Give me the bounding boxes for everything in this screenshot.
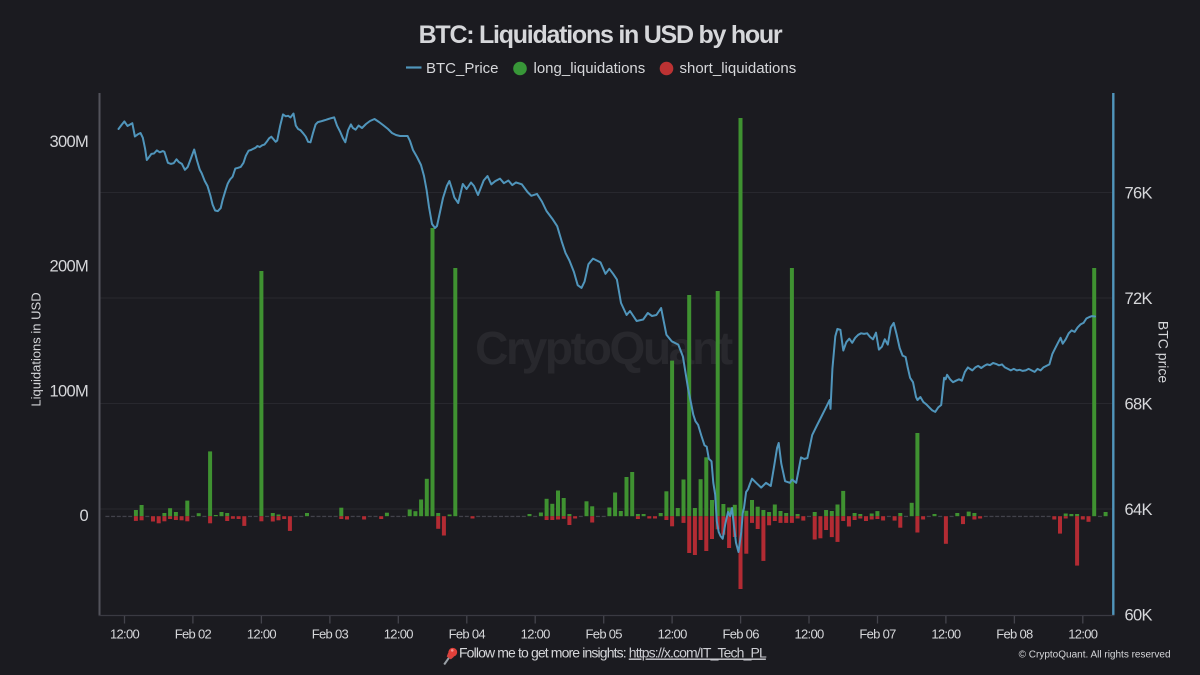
svg-text:72K: 72K [1125, 290, 1153, 308]
svg-text:12:00: 12:00 [1068, 626, 1098, 641]
svg-text:12:00: 12:00 [794, 626, 824, 641]
svg-text:300M: 300M [50, 133, 88, 151]
svg-text:Liquidations in USD: Liquidations in USD [29, 292, 44, 406]
svg-text:short_liquidations: short_liquidations [680, 60, 797, 77]
svg-text:© CryptoQuant. All rights rese: © CryptoQuant. All rights reserved [1019, 650, 1171, 661]
svg-text:12:00: 12:00 [521, 626, 551, 641]
svg-text:100M: 100M [50, 382, 88, 400]
svg-text:BTC_Price: BTC_Price [426, 60, 499, 77]
svg-text:Feb 03: Feb 03 [312, 626, 349, 641]
svg-text:Follow me to get more insights: Follow me to get more insights: https://… [459, 645, 767, 661]
svg-text:60K: 60K [1125, 607, 1153, 625]
svg-text:68K: 68K [1125, 396, 1153, 414]
svg-text:Feb 04: Feb 04 [449, 626, 486, 641]
svg-text:Feb 08: Feb 08 [996, 626, 1033, 641]
svg-text:BTC: Liquidations in USD by ho: BTC: Liquidations in USD by hour [419, 21, 783, 49]
svg-text:76K: 76K [1125, 185, 1153, 203]
svg-text:12:00: 12:00 [110, 626, 140, 641]
svg-text:12:00: 12:00 [384, 626, 414, 641]
svg-text:long_liquidations: long_liquidations [534, 60, 646, 77]
svg-text:Feb 07: Feb 07 [859, 626, 896, 641]
svg-text:12:00: 12:00 [931, 626, 961, 641]
svg-text:Feb 05: Feb 05 [586, 626, 623, 641]
svg-text:Feb 02: Feb 02 [175, 626, 212, 641]
svg-text:200M: 200M [50, 258, 88, 276]
svg-text:12:00: 12:00 [658, 626, 688, 641]
svg-text:64K: 64K [1125, 501, 1153, 519]
svg-text:Feb 06: Feb 06 [722, 626, 759, 641]
svg-text:BTC price: BTC price [1156, 321, 1172, 383]
svg-text:12:00: 12:00 [247, 626, 277, 641]
svg-text:0: 0 [80, 507, 89, 525]
svg-text:CryptoQuant: CryptoQuant [475, 322, 733, 374]
